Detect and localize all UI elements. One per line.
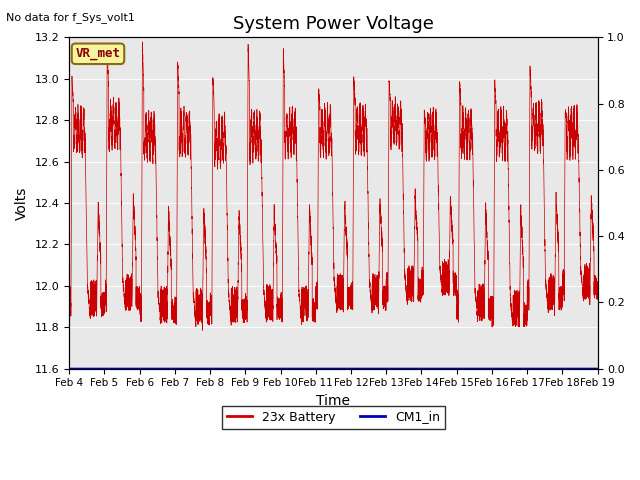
CM1_in bbox=[594, 366, 602, 372]
Y-axis label: Volts: Volts bbox=[15, 186, 29, 220]
CM1_in bbox=[173, 366, 180, 372]
23x Battery bbox=[179, 139, 186, 145]
23x Battery bbox=[592, 286, 600, 291]
23x Battery bbox=[173, 306, 180, 312]
23x Battery bbox=[263, 295, 271, 300]
CM1_in bbox=[65, 366, 73, 372]
Title: System Power Voltage: System Power Voltage bbox=[233, 15, 434, 33]
Text: VR_met: VR_met bbox=[76, 47, 120, 60]
Legend: 23x Battery, CM1_in: 23x Battery, CM1_in bbox=[221, 406, 445, 429]
23x Battery bbox=[594, 283, 602, 288]
23x Battery bbox=[65, 285, 73, 291]
23x Battery bbox=[481, 230, 489, 236]
23x Battery bbox=[198, 327, 206, 333]
23x Battery bbox=[139, 39, 147, 45]
X-axis label: Time: Time bbox=[316, 394, 350, 408]
CM1_in bbox=[406, 366, 414, 372]
CM1_in bbox=[179, 366, 186, 372]
Line: 23x Battery: 23x Battery bbox=[69, 42, 598, 330]
CM1_in bbox=[592, 366, 600, 372]
Text: No data for f_Sys_volt1: No data for f_Sys_volt1 bbox=[6, 12, 135, 23]
23x Battery bbox=[406, 268, 414, 274]
CM1_in bbox=[263, 366, 271, 372]
CM1_in bbox=[481, 366, 489, 372]
